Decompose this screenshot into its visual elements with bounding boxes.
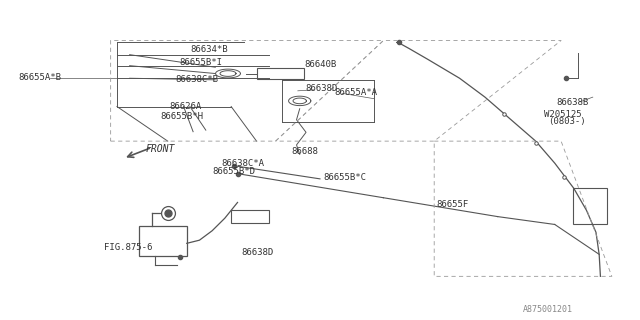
Text: 86638D: 86638D xyxy=(305,84,338,93)
Bar xyxy=(573,188,607,224)
Text: 86655A*B: 86655A*B xyxy=(19,73,61,82)
Text: 86655F: 86655F xyxy=(436,200,468,209)
Text: 86688: 86688 xyxy=(291,147,318,156)
Text: (0803-): (0803-) xyxy=(548,117,586,126)
Bar xyxy=(231,210,269,223)
Text: 86634*B: 86634*B xyxy=(191,45,228,54)
Text: 86638B: 86638B xyxy=(557,98,589,107)
Text: 86638C*B: 86638C*B xyxy=(175,75,218,84)
Text: 86638C*A: 86638C*A xyxy=(221,159,265,168)
Bar xyxy=(257,68,304,79)
Text: 86655B*D: 86655B*D xyxy=(212,167,255,176)
Text: 86638D: 86638D xyxy=(241,248,273,257)
Text: 86626A: 86626A xyxy=(169,102,201,111)
Text: 86655A*A: 86655A*A xyxy=(334,88,377,97)
Text: 86655B*C: 86655B*C xyxy=(323,173,366,182)
Text: FIG.875-6: FIG.875-6 xyxy=(104,243,153,252)
Text: 86640B: 86640B xyxy=(304,60,337,69)
Text: 86655B*H: 86655B*H xyxy=(160,112,203,121)
Text: FRONT: FRONT xyxy=(145,144,175,154)
Text: 86655B*I: 86655B*I xyxy=(179,58,222,67)
Text: W205125: W205125 xyxy=(544,110,582,119)
Bar xyxy=(139,226,187,256)
Text: A875001201: A875001201 xyxy=(523,305,573,314)
